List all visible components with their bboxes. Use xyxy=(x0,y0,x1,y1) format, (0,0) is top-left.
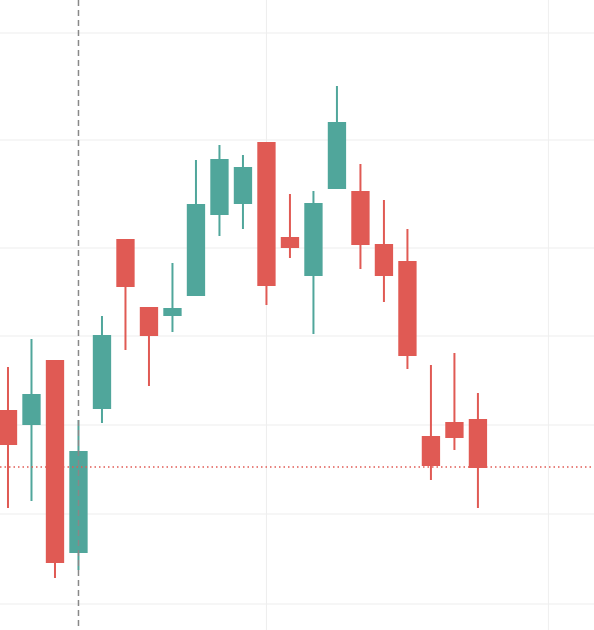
candle-body xyxy=(116,239,135,287)
candle-body xyxy=(445,422,464,438)
candle-body xyxy=(280,237,300,248)
candle-body xyxy=(92,335,112,409)
candle-body xyxy=(327,122,347,189)
candle-body xyxy=(163,308,182,316)
candle-body xyxy=(210,159,229,215)
candle-body xyxy=(0,410,18,445)
candle-body xyxy=(22,394,41,425)
candle-body xyxy=(139,307,159,336)
candle-body xyxy=(398,261,417,356)
candle-body xyxy=(233,167,253,204)
candle-body xyxy=(45,360,65,563)
candle-body xyxy=(468,419,488,468)
candle-body xyxy=(421,436,441,466)
candle-body xyxy=(351,191,370,245)
candle-body xyxy=(257,142,276,286)
candle-body xyxy=(374,244,394,276)
candle-body xyxy=(186,204,206,296)
candle-body xyxy=(304,203,323,276)
